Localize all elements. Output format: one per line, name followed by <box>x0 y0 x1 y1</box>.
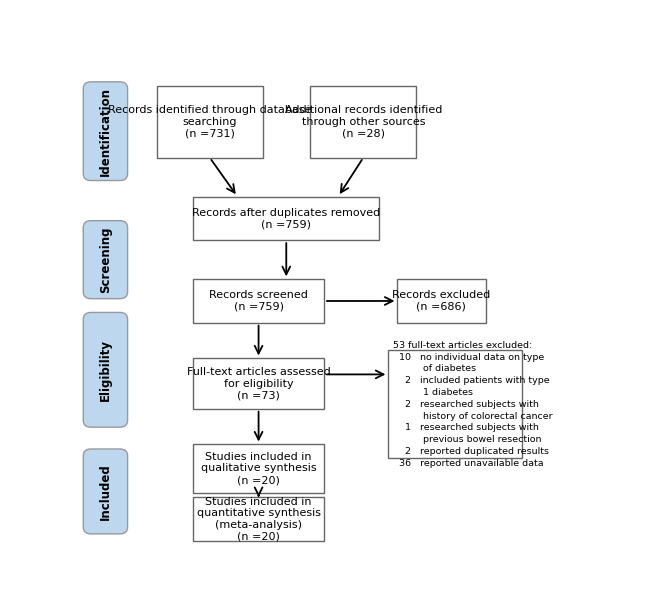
FancyBboxPatch shape <box>193 445 324 492</box>
FancyBboxPatch shape <box>193 279 324 323</box>
FancyBboxPatch shape <box>157 86 263 157</box>
FancyBboxPatch shape <box>388 350 522 458</box>
FancyBboxPatch shape <box>193 197 380 240</box>
FancyBboxPatch shape <box>83 449 127 534</box>
Text: Studies included in
qualitative synthesis
(n =20): Studies included in qualitative synthesi… <box>201 452 317 485</box>
Text: Records after duplicates removed
(n =759): Records after duplicates removed (n =759… <box>192 207 380 229</box>
FancyBboxPatch shape <box>193 497 324 541</box>
Text: Studies included in
quantitative synthesis
(meta-analysis)
(n =20): Studies included in quantitative synthes… <box>196 496 320 541</box>
FancyBboxPatch shape <box>193 358 324 409</box>
Text: Additional records identified
through other sources
(n =28): Additional records identified through ot… <box>285 105 442 139</box>
Text: Records identified through database
searching
(n =731): Records identified through database sear… <box>108 105 311 139</box>
Text: Eligibility: Eligibility <box>99 339 112 401</box>
FancyBboxPatch shape <box>83 312 127 427</box>
Text: Records excluded
(n =686): Records excluded (n =686) <box>393 290 491 312</box>
FancyBboxPatch shape <box>311 86 416 157</box>
Text: Included: Included <box>99 463 112 520</box>
FancyBboxPatch shape <box>83 221 127 299</box>
FancyBboxPatch shape <box>397 279 486 323</box>
Text: Screening: Screening <box>99 226 112 293</box>
Text: Identification: Identification <box>99 86 112 176</box>
FancyBboxPatch shape <box>83 82 127 181</box>
Text: 53 full-text articles excluded:
  10   no individual data on type
          of d: 53 full-text articles excluded: 10 no in… <box>393 341 553 468</box>
Text: Full-text articles assessed
for eligibility
(n =73): Full-text articles assessed for eligibil… <box>187 367 330 400</box>
Text: Records screened
(n =759): Records screened (n =759) <box>209 290 308 312</box>
